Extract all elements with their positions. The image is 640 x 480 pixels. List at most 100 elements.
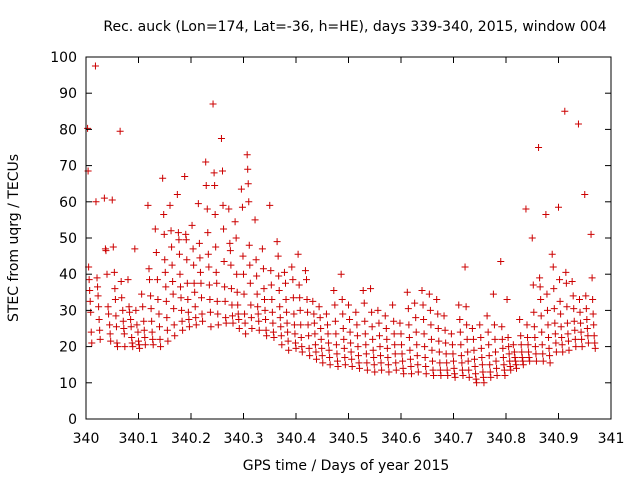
data-point: [421, 353, 429, 361]
data-point: [184, 308, 192, 316]
data-point: [581, 191, 589, 199]
data-point: [196, 254, 204, 262]
data-point: [571, 326, 579, 334]
data-point: [161, 256, 169, 264]
data-point: [277, 323, 285, 331]
data-point: [565, 346, 573, 354]
data-point: [564, 330, 572, 338]
data-point: [190, 261, 198, 269]
data-point: [549, 263, 557, 271]
data-point: [155, 310, 163, 318]
data-point: [546, 359, 554, 367]
data-point: [105, 310, 113, 318]
data-point: [390, 330, 398, 338]
data-point: [437, 372, 445, 380]
data-point: [354, 343, 362, 351]
data-point: [228, 312, 236, 320]
data-point: [324, 321, 331, 329]
data-point: [346, 315, 354, 323]
data-point: [347, 348, 355, 356]
data-point: [577, 319, 585, 327]
data-point: [247, 301, 255, 309]
data-point: [498, 323, 506, 331]
data-point: [383, 344, 391, 352]
data-point: [348, 355, 356, 363]
data-point: [563, 303, 571, 311]
y-tick-label: 10: [59, 376, 77, 392]
data-point: [368, 308, 376, 316]
data-point: [304, 308, 312, 316]
data-point: [492, 357, 500, 365]
data-point: [458, 359, 466, 367]
data-point: [398, 341, 406, 349]
data-point: [296, 294, 304, 302]
data-point: [111, 296, 119, 304]
y-tick-label: 30: [59, 303, 77, 319]
data-point: [295, 281, 303, 289]
data-point: [242, 330, 250, 338]
data-point: [246, 261, 254, 269]
data-point: [311, 330, 319, 338]
data-point: [589, 296, 597, 304]
data-point: [120, 330, 128, 338]
data-point: [486, 368, 494, 376]
data-point: [246, 279, 254, 287]
data-point: [525, 348, 533, 356]
data-point: [217, 134, 225, 142]
data-point: [390, 317, 398, 325]
data-point: [473, 379, 481, 387]
data-point: [479, 368, 487, 376]
data-point: [106, 330, 114, 338]
data-point: [472, 375, 480, 383]
data-point: [442, 339, 450, 347]
data-point: [569, 292, 577, 300]
data-point: [352, 308, 360, 316]
data-point: [528, 234, 536, 242]
data-point: [385, 368, 393, 376]
data-point: [519, 361, 527, 369]
data-point: [120, 325, 128, 332]
data-point: [140, 326, 148, 334]
data-point: [538, 341, 546, 349]
data-point: [550, 285, 558, 293]
data-point: [490, 321, 498, 329]
data-point: [152, 248, 160, 256]
data-point: [471, 355, 478, 363]
data-point: [376, 343, 384, 351]
data-point: [296, 306, 304, 314]
data-point: [177, 283, 184, 291]
data-point: [301, 267, 309, 275]
data-point: [160, 210, 168, 218]
data-point: [363, 366, 371, 374]
data-point: [103, 270, 111, 278]
data-point: [440, 312, 448, 320]
data-point: [499, 353, 507, 361]
data-point: [210, 169, 218, 177]
data-point: [360, 299, 368, 307]
y-tick-label: 60: [59, 195, 77, 211]
data-point: [312, 348, 320, 356]
data-point: [384, 361, 392, 369]
data-point: [145, 265, 153, 273]
y-tick-label: 80: [59, 122, 77, 138]
data-point: [462, 303, 470, 311]
data-point: [399, 364, 407, 372]
data-point: [95, 303, 103, 311]
data-point: [175, 236, 183, 244]
data-point: [532, 357, 540, 365]
data-point: [371, 368, 379, 376]
data-point: [221, 283, 229, 291]
data-point: [418, 286, 426, 294]
data-point: [275, 272, 283, 280]
y-axis-ticks: 0 10 20 30 40 50 60 70 80 90 100: [50, 50, 611, 428]
data-point: [86, 286, 94, 294]
data-point: [587, 230, 595, 238]
y-tick-label: 70: [59, 159, 77, 175]
data-point: [412, 314, 420, 322]
data-point: [500, 366, 508, 374]
data-point: [310, 319, 318, 327]
data-point: [289, 276, 297, 284]
data-point: [389, 301, 397, 309]
data-point: [131, 245, 139, 253]
